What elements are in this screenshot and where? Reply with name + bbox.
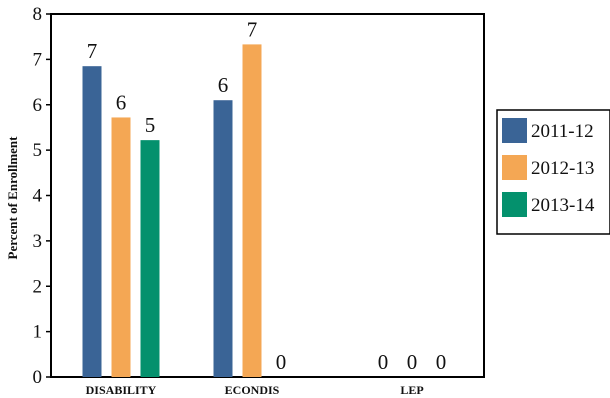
- x-category-label: LEP: [400, 383, 423, 397]
- bars-group: [82, 44, 262, 378]
- legend-swatch: [502, 155, 527, 180]
- data-label: 7: [247, 17, 258, 41]
- data-label: 7: [87, 39, 98, 63]
- y-axis-title: Percent of Enrollment: [5, 136, 20, 260]
- bar-2013-14-disability: [140, 140, 160, 377]
- y-axis: 0 1 2 3 4 5 6 7 8: [33, 4, 51, 388]
- x-axis: DISABILITY ECONDIS LEP: [86, 383, 424, 397]
- bar-2012-13-econdis: [242, 44, 262, 378]
- y-tick-label: 2: [33, 276, 43, 297]
- data-label: 0: [276, 350, 287, 374]
- y-tick-label: 4: [33, 186, 43, 207]
- bar-2012-13-disability: [111, 117, 131, 377]
- legend-swatch: [502, 118, 527, 143]
- data-label: 0: [378, 350, 389, 374]
- data-label: 6: [218, 73, 229, 97]
- x-category-label: ECONDIS: [225, 383, 280, 397]
- y-tick-label: 3: [33, 231, 43, 252]
- data-label: 6: [116, 90, 127, 114]
- legend-label: 2011-12: [531, 121, 594, 142]
- legend-swatch: [502, 192, 527, 217]
- y-tick-label: 8: [33, 4, 43, 25]
- data-label: 0: [436, 350, 447, 374]
- y-tick-label: 7: [33, 49, 43, 70]
- y-tick-label: 5: [33, 140, 43, 161]
- data-label: 0: [407, 350, 418, 374]
- legend: 2011-12 2012-13 2013-14: [496, 109, 610, 235]
- bar-2011-12-disability: [82, 66, 102, 378]
- x-category-label: DISABILITY: [86, 383, 157, 397]
- bar-2011-12-econdis: [213, 100, 233, 378]
- y-tick-label: 0: [33, 367, 43, 388]
- legend-label: 2012-13: [531, 158, 594, 179]
- data-label: 5: [145, 113, 156, 137]
- y-tick-label: 6: [33, 95, 43, 116]
- y-tick-label: 1: [33, 322, 43, 343]
- legend-label: 2013-14: [531, 195, 595, 216]
